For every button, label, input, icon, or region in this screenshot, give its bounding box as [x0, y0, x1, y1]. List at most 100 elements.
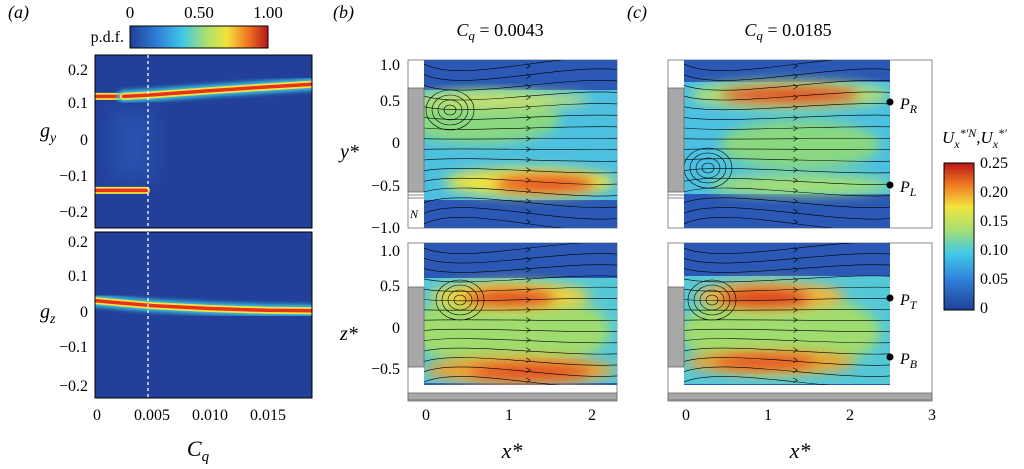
b-xticks: 0 1 2: [422, 407, 596, 424]
panel-c-title: Cq = 0.0185: [744, 20, 831, 43]
b-bottom-streamlines: [424, 243, 617, 385]
streamline: [684, 114, 890, 120]
cq-xtick: 0.010: [192, 407, 228, 424]
flow-colorbar-tick: 0: [980, 300, 988, 317]
streamline: [684, 168, 890, 174]
streamline: [424, 243, 617, 254]
streamline: [424, 197, 617, 208]
c-bottom-lower-hot: [715, 356, 815, 368]
b-top-streamlines: [424, 60, 617, 228]
b-bottom-yticks: 1.0 0.5 0 −0.5: [371, 243, 400, 378]
streamline: [424, 297, 617, 302]
b-top-ytick: −1.0: [371, 220, 400, 237]
b-xtick: 2: [588, 407, 596, 424]
streamline-arrow: [525, 297, 531, 303]
streamline: [684, 158, 890, 162]
vortex-ring: [453, 294, 467, 306]
vortex-ring: [425, 89, 475, 131]
b-top-ytick: 1.0: [380, 57, 400, 74]
b-bottom-ytick: −0.5: [371, 361, 400, 378]
gy-ytick: 0: [80, 132, 88, 149]
streamline: [684, 376, 830, 385]
b-top-ytick: 0.5: [380, 93, 400, 110]
c-bottom-upper-hot: [720, 290, 810, 306]
b-bottom-ytick: 1.0: [380, 243, 400, 260]
vortex-ring: [687, 279, 737, 321]
c-bottom-floor: [667, 392, 933, 401]
c-xtick: 0: [682, 407, 690, 424]
streamline: [424, 286, 617, 292]
streamline-arrow: [525, 256, 531, 263]
heatmap-gy: [95, 55, 312, 228]
b-xlabel: x*: [501, 438, 523, 463]
b-bottom-ytick: 0: [392, 320, 400, 337]
c-xtick: 3: [928, 407, 936, 424]
streamline: [424, 207, 617, 220]
streamline-arrow: [793, 367, 798, 374]
panel-a: (a) 0 0.50 1.00 p.d.f. 0.2 0.1: [8, 2, 313, 465]
streamline: [424, 148, 617, 151]
streamline: [424, 319, 617, 321]
c-top-streamlines: [684, 60, 890, 228]
streamline-arrow: [793, 219, 798, 225]
streamline: [684, 347, 890, 355]
gy-ytick: −0.1: [59, 168, 88, 185]
pdf-colorbar-tick-2: 1.00: [253, 3, 283, 22]
streamline-arrow: [793, 198, 798, 204]
streamline: [424, 177, 617, 185]
pdf-colorbar-bar: [129, 25, 269, 49]
streamline: [684, 91, 890, 101]
streamline: [684, 253, 890, 264]
streamline: [424, 338, 617, 344]
flow-colorbar: Ux*′N,Ux*′ 0.25 0.20 0.15 0.10 0.05 0: [942, 126, 1008, 317]
streamline-arrow: [525, 125, 531, 132]
b-top-ytick: −0.5: [371, 178, 400, 195]
streamline: [424, 126, 617, 130]
streamline-arrow: [525, 63, 531, 69]
streamline-arrow: [525, 136, 531, 142]
streamline-arrow: [793, 277, 798, 283]
gz-ytick: 0: [80, 304, 88, 321]
streamline-arrow: [525, 377, 531, 384]
heatmap-gz-ridges: [95, 294, 312, 317]
streamline-arrow: [525, 208, 531, 215]
streamline: [424, 91, 617, 101]
vortex-ring: [435, 279, 485, 321]
streamline-arrow: [525, 115, 531, 121]
streamline: [684, 217, 834, 228]
vortex-ring: [705, 294, 719, 306]
streamline: [684, 137, 890, 140]
streamline-arrow: [793, 84, 798, 90]
streamline-arrow: [525, 146, 531, 152]
streamline-arrow: [525, 357, 531, 363]
streamline-arrow: [793, 125, 798, 132]
streamline-arrow: [525, 156, 531, 163]
gz-ytick: 0.2: [68, 234, 88, 251]
streamline-arrow: [793, 104, 798, 111]
streamline-arrow: [525, 177, 531, 184]
streamline-arrow: [793, 156, 798, 163]
streamline-arrow: [525, 94, 531, 100]
streamline: [424, 253, 617, 264]
panel-b-label: (b): [333, 2, 354, 23]
streamline-arrow: [793, 177, 798, 184]
vortex-ring: [693, 284, 731, 316]
pdf-ridge-1-layer-2: [121, 82, 312, 99]
c-bottom-field: [684, 243, 890, 385]
streamline: [684, 187, 890, 197]
streamline-arrow: [793, 115, 798, 121]
streamline: [684, 357, 890, 366]
streamline: [424, 158, 617, 162]
c-top-mid-green: [720, 120, 880, 170]
streamline-arrow: [525, 219, 531, 225]
streamline-arrow: [793, 73, 798, 80]
streamline: [684, 177, 890, 185]
streamline-arrow: [793, 357, 798, 363]
vortex-ring: [441, 284, 479, 316]
b-bottom-body: [407, 286, 425, 368]
streamline: [424, 187, 617, 197]
streamline: [684, 328, 890, 333]
point-pr-marker: [886, 98, 894, 106]
panel-b-title: Cq = 0.0043: [456, 20, 543, 43]
b-top-hot: [495, 176, 595, 192]
